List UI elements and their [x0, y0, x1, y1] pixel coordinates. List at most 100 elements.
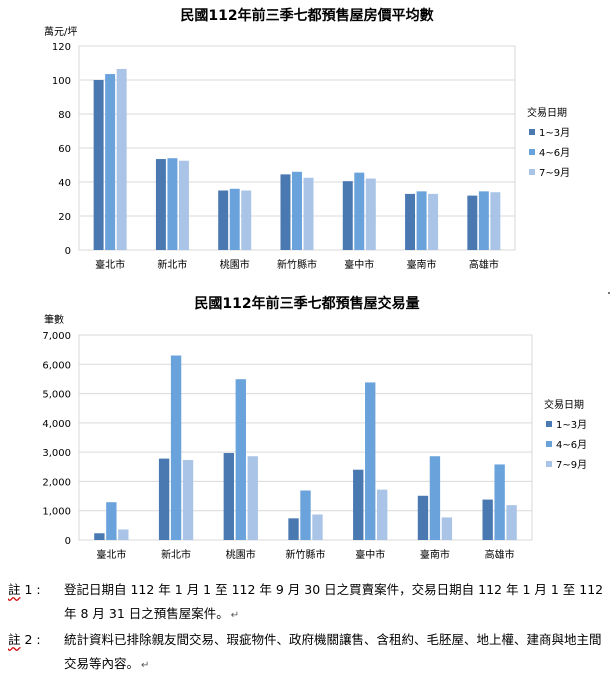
- note-label: 註 1 :: [8, 582, 41, 597]
- legend-title: 交易日期: [544, 398, 584, 411]
- y-tick-label: 2,000: [42, 477, 71, 488]
- chart-title: 民國112年前三季七都預售屋房價平均數: [180, 7, 433, 24]
- bar: [478, 191, 489, 250]
- x-tick-label: 臺南市: [420, 548, 450, 561]
- chart-transaction-volume: 民國112年前三季七都預售屋交易量筆數 0 1,000 2,000 3,000 4,000…: [0, 290, 614, 575]
- bar: [223, 453, 234, 540]
- y-tick-label: 40: [58, 178, 71, 189]
- bar: [182, 460, 194, 540]
- bar: [490, 192, 501, 250]
- bar: [467, 195, 478, 250]
- legend-label: 7~9月: [556, 459, 587, 471]
- bar: [218, 190, 229, 250]
- bar: [354, 172, 365, 250]
- bar: [365, 382, 376, 540]
- legend-swatch: [546, 421, 552, 427]
- y-tick-label: 0: [65, 246, 71, 257]
- x-tick-label: 臺北市: [96, 548, 126, 561]
- paragraph-mark-icon: ↵: [141, 660, 150, 671]
- y-tick-label: 100: [52, 76, 71, 87]
- bar: [247, 456, 258, 540]
- note-text: 統計資料已排除親友間交易、瑕疵物件、政府機關讓售、含租約、毛胚屋、地上權、建商與…: [64, 632, 602, 671]
- y-tick-label: 20: [58, 212, 71, 223]
- x-tick-label: 新竹縣市: [277, 258, 317, 271]
- legend-swatch: [529, 169, 535, 175]
- bar: [280, 174, 291, 250]
- y-axis-label: 筆數: [44, 313, 64, 326]
- legend-swatch: [529, 149, 535, 155]
- paragraph-mark-icon: ↵: [230, 610, 240, 621]
- bar: [292, 171, 302, 250]
- bar: [105, 74, 116, 250]
- legend-swatch: [529, 129, 535, 135]
- note-1: 註 1 : 登記日期自 112 年 1 月 1 至 112 年 9 月 30 日…: [8, 578, 608, 628]
- bar: [288, 518, 299, 540]
- bar: [312, 514, 323, 540]
- bar: [441, 517, 453, 540]
- bar: [106, 502, 117, 540]
- y-tick-label: 3,000: [42, 448, 71, 459]
- bar: [417, 495, 429, 540]
- x-tick-label: 高雄市: [469, 258, 499, 271]
- bar: [405, 193, 416, 250]
- y-tick-label: 7,000: [42, 331, 71, 342]
- bar: [482, 499, 493, 540]
- x-tick-label: 臺中市: [355, 548, 385, 561]
- note-2: 註 2 : 統計資料已排除親友間交易、瑕疵物件、政府機關讓售、含租約、毛胚屋、地…: [8, 628, 608, 678]
- x-tick-label: 新竹縣市: [286, 548, 326, 561]
- x-tick-label: 新北市: [157, 258, 187, 271]
- bar: [178, 160, 189, 250]
- y-tick-label: 120: [52, 42, 71, 53]
- bar: [416, 191, 427, 250]
- x-tick-label: 高雄市: [485, 548, 515, 561]
- chart-avg-price: 民國112年前三季七都預售屋房價平均數 萬元/坪 0 20 40 60 80 100 120 臺北…: [0, 0, 614, 288]
- bar: [303, 177, 314, 250]
- y-tick-label: 60: [58, 144, 71, 155]
- x-tick-label: 桃園市: [220, 258, 250, 271]
- bar: [241, 190, 252, 250]
- x-tick-label: 臺中市: [344, 258, 374, 271]
- y-tick-label: 4,000: [42, 419, 71, 430]
- bar: [429, 456, 441, 540]
- bar: [116, 68, 127, 250]
- bar: [167, 158, 178, 250]
- bar: [94, 533, 105, 540]
- bar: [235, 379, 246, 540]
- bar: [300, 490, 311, 540]
- bar: [155, 159, 166, 250]
- bar: [494, 464, 505, 540]
- notes: 註 1 : 登記日期自 112 年 1 月 1 至 112 年 9 月 30 日…: [8, 578, 608, 678]
- y-tick-label: 0: [65, 536, 71, 547]
- legend-label: 1~3月: [539, 127, 570, 139]
- stray-dot: [608, 292, 610, 294]
- bar: [170, 355, 182, 540]
- legend-swatch: [546, 441, 552, 447]
- bar: [93, 80, 104, 250]
- note-text: 登記日期自 112 年 1 月 1 至 112 年 9 月 30 日之買賣案件，…: [64, 582, 604, 621]
- bar: [506, 505, 517, 540]
- y-tick-label: 1,000: [42, 507, 71, 518]
- legend-label: 7~9月: [539, 167, 570, 179]
- x-tick-label: 桃園市: [226, 548, 256, 561]
- x-tick-label: 臺南市: [407, 258, 437, 271]
- legend-label: 4~6月: [556, 439, 587, 451]
- chart-title: 民國112年前三季七都預售屋交易量: [194, 295, 419, 312]
- legend-label: 1~3月: [556, 419, 587, 431]
- y-tick-label: 6,000: [42, 360, 71, 371]
- bar: [118, 529, 129, 540]
- bar: [353, 469, 364, 540]
- bar: [229, 188, 240, 250]
- legend-title: 交易日期: [527, 106, 567, 119]
- bar: [158, 458, 170, 540]
- bar: [365, 178, 376, 250]
- bar: [377, 489, 388, 540]
- y-tick-label: 5,000: [42, 390, 71, 401]
- note-label: 註 2 :: [8, 632, 41, 647]
- legend-label: 4~6月: [539, 147, 570, 159]
- y-tick-label: 80: [58, 110, 71, 121]
- x-tick-label: 新北市: [161, 548, 191, 561]
- bar: [342, 181, 353, 250]
- y-axis-label: 萬元/坪: [44, 25, 77, 38]
